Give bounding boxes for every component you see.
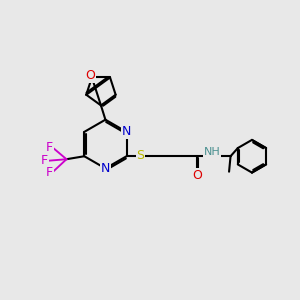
Text: F: F (46, 166, 53, 179)
Text: N: N (101, 162, 110, 175)
Text: O: O (85, 70, 95, 83)
Text: S: S (136, 149, 145, 162)
Text: NH: NH (204, 147, 220, 158)
Text: F: F (46, 141, 53, 154)
Text: F: F (41, 154, 48, 167)
Text: N: N (122, 125, 131, 138)
Text: O: O (192, 169, 202, 182)
